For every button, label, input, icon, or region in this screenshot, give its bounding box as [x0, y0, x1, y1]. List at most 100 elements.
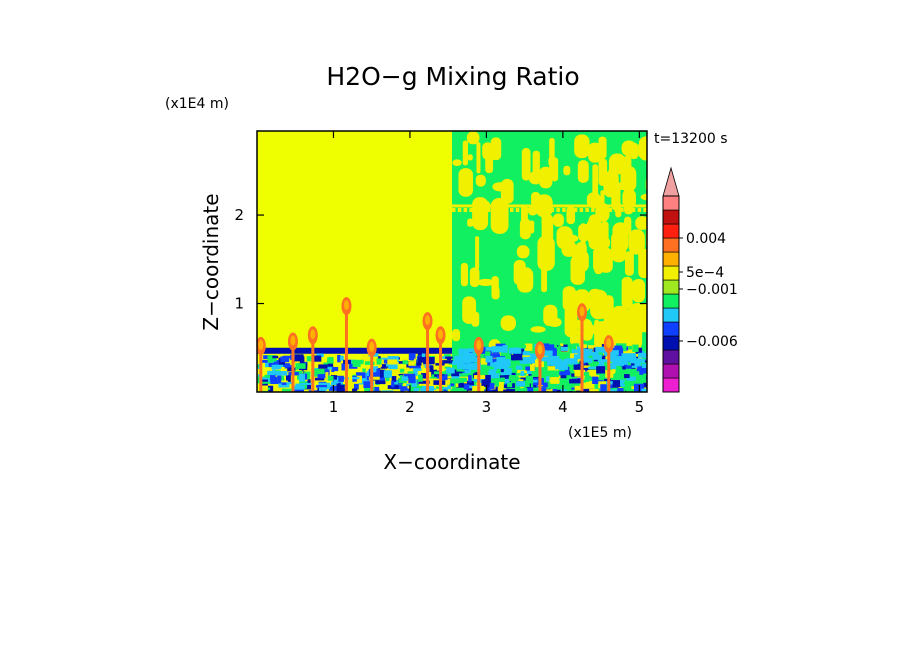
- boundary-layer-cell: [619, 345, 627, 348]
- boundary-layer-cell: [372, 367, 377, 373]
- boundary-layer-cell: [400, 386, 408, 392]
- boundary-layer-cell: [646, 381, 647, 387]
- boundary-layer-cell: [610, 366, 617, 370]
- colorbar-segment: [662, 265, 680, 281]
- boundary-layer-cell: [397, 373, 406, 376]
- boundary-layer-cell: [457, 373, 467, 376]
- boundary-layer-cell: [312, 368, 325, 377]
- cyan-cell: [501, 359, 511, 365]
- boundary-layer-cell: [466, 386, 472, 392]
- cyan-cell: [496, 357, 506, 363]
- stripe-cell: [626, 207, 630, 212]
- boundary-layer-cell: [528, 376, 540, 379]
- yellow-structure: [530, 326, 546, 333]
- boundary-layer-cell: [476, 382, 486, 390]
- boundary-layer-cell: [339, 355, 344, 361]
- boundary-layer-cell: [268, 385, 274, 392]
- colorbar-label: 5e−4: [686, 265, 724, 281]
- colorbar-segment: [662, 195, 680, 211]
- plume-stem: [291, 334, 295, 392]
- plume-core: [537, 344, 543, 355]
- boundary-layer-cell: [416, 359, 422, 366]
- yellow-structure: [636, 281, 644, 291]
- cyan-cell: [468, 363, 481, 370]
- plume-core: [476, 339, 482, 350]
- plume-core: [579, 306, 585, 317]
- yellow-structure: [593, 326, 610, 338]
- boundary-layer-cell: [507, 381, 513, 388]
- boundary-layer-cell: [316, 353, 324, 358]
- yellow-structure: [467, 218, 474, 227]
- boundary-layer-top: [257, 347, 452, 354]
- x-tick-label: 1: [329, 398, 339, 416]
- boundary-layer-cell: [516, 381, 526, 387]
- cyan-cell: [456, 363, 473, 370]
- boundary-layer-cell: [556, 389, 562, 392]
- boundary-layer-cell: [269, 372, 276, 379]
- boundary-layer-cell: [517, 344, 527, 349]
- boundary-layer-cell: [355, 372, 366, 379]
- stripe-cell: [643, 207, 647, 212]
- cyan-cell: [468, 357, 480, 363]
- boundary-layer-cell: [632, 344, 639, 353]
- x-axis-label: X−coordinate: [383, 450, 520, 474]
- boundary-layer-cell: [371, 386, 380, 392]
- y-axis: 12: [234, 206, 647, 313]
- boundary-layer-cell: [489, 383, 495, 389]
- yellow-structure: [548, 157, 554, 166]
- boundary-layer-cell: [493, 378, 502, 382]
- boundary-layer-cell: [273, 360, 279, 365]
- boundary-layer-cell: [411, 379, 417, 387]
- boundary-layer-cell: [532, 359, 544, 368]
- boundary-layer-cell: [624, 374, 630, 379]
- yellow-structure: [521, 148, 531, 181]
- yellow-structure: [645, 224, 647, 249]
- boundary-layer-cell: [360, 375, 370, 381]
- boundary-layer-cell: [407, 371, 414, 374]
- yellow-structure: [500, 315, 516, 331]
- boundary-layer-cell: [488, 369, 497, 372]
- x-unit-label: (x1E5 m): [568, 425, 632, 441]
- boundary-layer-cell: [623, 358, 636, 362]
- stripe-cell: [463, 207, 468, 212]
- plume-core: [310, 329, 316, 340]
- boundary-layer-cell: [298, 373, 305, 382]
- boundary-layer-cell: [336, 384, 345, 392]
- boundary-layer-cell: [495, 385, 499, 392]
- colorbar-segment: [662, 237, 680, 253]
- plume-stem: [538, 343, 542, 392]
- boundary-layer-cell: [368, 376, 380, 380]
- boundary-layer-cell: [529, 364, 535, 371]
- boundary-layer-cell: [413, 387, 419, 392]
- yellow-structure: [592, 164, 599, 199]
- stripe-cell: [510, 207, 514, 212]
- boundary-layer-cell: [401, 376, 408, 381]
- boundary-layer-cell: [315, 377, 325, 381]
- yellow-structure: [532, 198, 537, 205]
- stripe-cell: [515, 207, 520, 212]
- boundary-layer-cell: [442, 360, 453, 364]
- boundary-layer-cell: [362, 368, 366, 373]
- boundary-layer-cell: [391, 380, 395, 388]
- boundary-layer-cell: [262, 384, 268, 391]
- colorbar-segment: [662, 349, 680, 365]
- plume-core: [258, 339, 264, 350]
- boundary-layer-cell: [573, 364, 585, 371]
- boundary-layer-cell: [550, 377, 560, 384]
- boundary-layer-cell: [463, 381, 468, 384]
- boundary-layer-cell: [560, 389, 567, 392]
- boundary-layer-cell: [508, 376, 519, 381]
- boundary-layer-cell: [445, 356, 453, 359]
- stripe-cell: [521, 207, 526, 212]
- boundary-layer-cell: [479, 369, 484, 377]
- boundary-layer-cell: [272, 355, 279, 359]
- boundary-layer-cell: [468, 375, 472, 383]
- cyan-cell: [458, 348, 467, 355]
- colorbar-segment: [662, 321, 680, 337]
- boundary-layer-cell: [365, 354, 371, 357]
- boundary-layer-cell: [525, 375, 534, 384]
- boundary-layer-cell: [646, 369, 647, 376]
- stripe-cell: [556, 207, 560, 212]
- boundary-layer-cell: [532, 377, 544, 386]
